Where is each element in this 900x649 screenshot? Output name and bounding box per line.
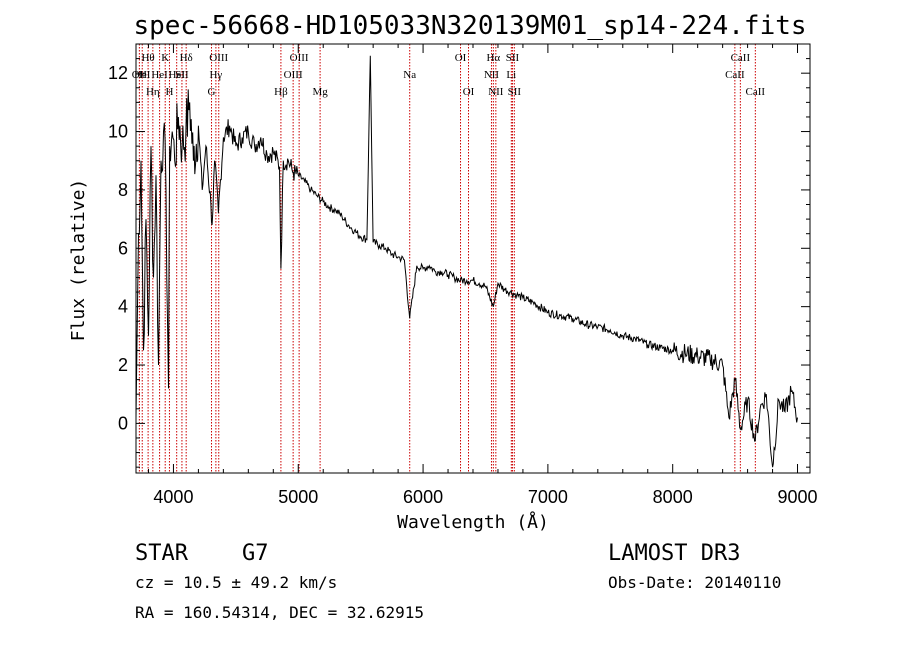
y-tick-label-2: 4 bbox=[118, 297, 128, 317]
line-label-8: SII bbox=[175, 69, 189, 81]
object-class: STAR bbox=[135, 541, 189, 566]
line-label-5: K bbox=[161, 52, 169, 64]
line-label-19: OI bbox=[463, 86, 475, 98]
line-label-25: SII bbox=[508, 86, 522, 98]
line-label-13: Hβ bbox=[274, 86, 288, 98]
line-label-26: CaII bbox=[725, 69, 745, 81]
line-label-20: NII bbox=[484, 69, 500, 81]
coordinates: RA = 160.54314, DEC = 32.62915 bbox=[135, 603, 424, 622]
line-label-27: CaII bbox=[731, 52, 751, 64]
object-subclass: G7 bbox=[242, 541, 269, 566]
line-label-1: HeI bbox=[134, 69, 151, 81]
x-tick-label-0: 4000 bbox=[153, 487, 193, 507]
y-tick-label-4: 8 bbox=[118, 180, 128, 200]
line-label-3: Hη bbox=[146, 86, 160, 98]
line-label-4: HeI bbox=[151, 69, 168, 81]
line-label-24: SII bbox=[506, 52, 520, 64]
line-label-12: OIII bbox=[209, 52, 228, 64]
x-tick-label-1: 5000 bbox=[278, 487, 318, 507]
spectral-line-labels: OIIHeIHθHηHeIKHHeISIIHδGHγOIIIHβOIIIOIII… bbox=[132, 52, 766, 98]
line-label-9: Hδ bbox=[180, 52, 193, 64]
y-tick-label-1: 2 bbox=[118, 355, 128, 375]
survey-name: LAMOST DR3 bbox=[608, 541, 740, 566]
line-label-10: G bbox=[208, 86, 216, 98]
x-tick-label-5: 9000 bbox=[777, 487, 817, 507]
plot-frame bbox=[135, 43, 811, 474]
y-tick-label-5: 10 bbox=[108, 122, 128, 142]
line-label-28: CaII bbox=[746, 86, 766, 98]
x-tick-label-4: 8000 bbox=[653, 487, 693, 507]
line-label-22: NII bbox=[488, 86, 504, 98]
line-label-2: Hθ bbox=[141, 52, 154, 64]
y-tick-label-3: 6 bbox=[118, 238, 128, 258]
y-tick-label-0: 0 bbox=[118, 413, 128, 433]
line-label-17: Na bbox=[403, 69, 416, 81]
spectral-line-markers bbox=[138, 44, 756, 473]
line-label-15: OIII bbox=[290, 52, 309, 64]
line-label-11: Hγ bbox=[209, 69, 222, 81]
x-axis-label: Wavelength (Å) bbox=[397, 511, 549, 533]
chart-title: spec-56668-HD105033N320139M01_sp14-224.f… bbox=[133, 11, 806, 41]
y-tick-label-6: 12 bbox=[108, 63, 128, 83]
y-axis-label: Flux (relative) bbox=[68, 179, 89, 342]
x-tick-label-3: 7000 bbox=[528, 487, 568, 507]
x-tick-label-2: 6000 bbox=[403, 487, 443, 507]
line-label-7: HeI bbox=[168, 69, 185, 81]
observation-date: Obs-Date: 20140110 bbox=[608, 573, 781, 592]
line-label-14: OIII bbox=[284, 69, 303, 81]
redshift-cz: cz = 10.5 ± 49.2 km/s bbox=[135, 573, 337, 592]
flux-series-line bbox=[135, 55, 798, 468]
line-label-18: OI bbox=[455, 52, 467, 64]
axis-ticks: 4000 5000 6000 7000 8000 9000 0 2 4 6 8 10 12 bbox=[108, 44, 818, 507]
line-label-6: H bbox=[165, 86, 173, 98]
line-label-23: Li bbox=[506, 69, 516, 81]
line-label-21: Hα bbox=[486, 52, 500, 64]
line-label-16: Mg bbox=[312, 86, 328, 98]
